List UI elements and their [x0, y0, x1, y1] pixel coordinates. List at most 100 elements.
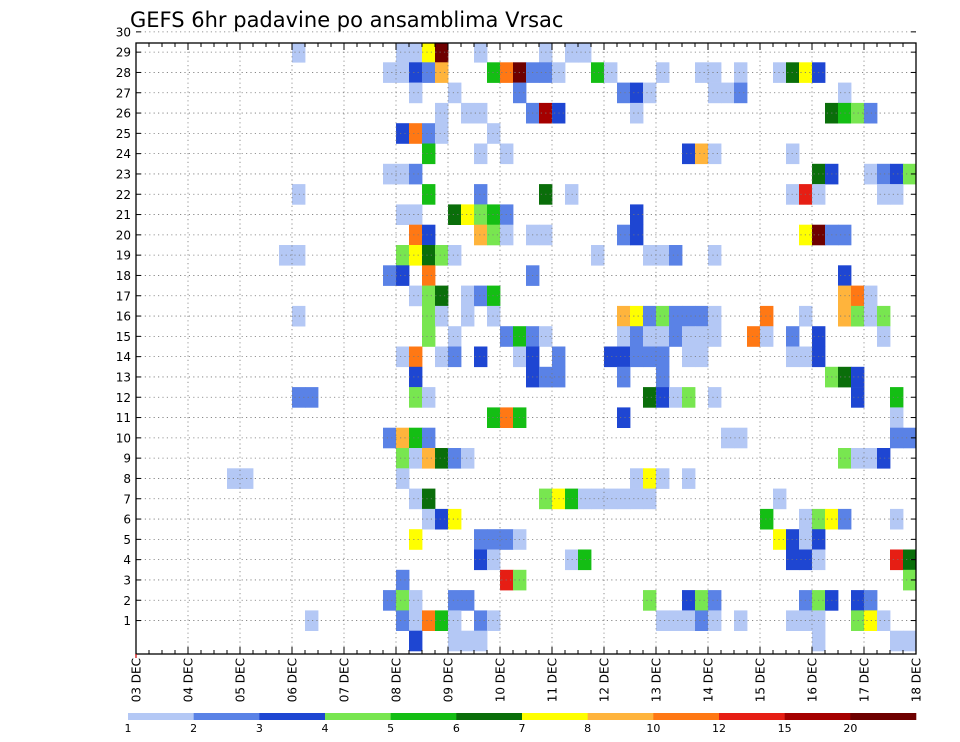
cell-m6-t23 — [422, 508, 436, 530]
cell-m16-t45 — [708, 305, 722, 327]
cell-m18-t23 — [422, 265, 436, 286]
cell-m1-t43 — [682, 610, 696, 631]
cell-m9-t26 — [461, 448, 475, 469]
cell-m10-t20 — [383, 427, 397, 449]
cell-m29-t13 — [292, 43, 306, 63]
cell-m24-t43 — [682, 143, 696, 165]
cell-m15-t42 — [669, 326, 683, 347]
cell-m17-t22 — [409, 285, 423, 307]
cell-m23-t22 — [409, 163, 423, 185]
cell-m22-t23 — [422, 184, 436, 205]
cell-m7-t35 — [578, 488, 592, 510]
cell-m10-t46 — [721, 427, 735, 449]
cell-m25-t22 — [409, 123, 423, 144]
cell-m11-t59 — [890, 407, 904, 428]
cell-m15-t38 — [617, 326, 631, 347]
cell-m1-t24 — [435, 610, 449, 631]
legend-level-label: 20 — [843, 722, 857, 735]
x-date-label: 17 DEC — [858, 658, 872, 702]
cell-m14-t40 — [643, 346, 657, 368]
y-tick-label: 15 — [116, 330, 131, 344]
cell-m14-t37 — [604, 346, 618, 368]
cell-m2-t20 — [383, 590, 397, 611]
x-date-label: 15 DEC — [754, 658, 768, 702]
cell-m6-t24 — [435, 508, 449, 530]
cell-m19-t24 — [435, 245, 449, 266]
cell-m21-t28 — [487, 204, 501, 225]
cell-m14-t22 — [409, 346, 423, 368]
legend-swatch — [325, 713, 391, 720]
cell-m15-t25 — [448, 326, 462, 347]
cell-m5-t27 — [474, 529, 488, 550]
cell-m20-t22 — [409, 224, 423, 246]
cell-m29-t22 — [409, 43, 423, 63]
cell-m15-t58 — [877, 326, 891, 347]
cell-m0-t27 — [474, 630, 488, 652]
x-date-label: 18 DEC — [910, 658, 924, 702]
cell-m11-t28 — [487, 407, 501, 428]
legend-level-label: 1 — [125, 722, 132, 735]
y-tick-label: 16 — [116, 310, 131, 324]
cell-m3-t21 — [396, 569, 410, 591]
cell-m4-t28 — [487, 549, 501, 571]
cell-m19-t45 — [708, 245, 722, 266]
cell-m2-t45 — [708, 590, 722, 611]
cell-m27-t47 — [734, 82, 748, 104]
legend-level-label: 3 — [256, 722, 263, 735]
y-tick-label: 4 — [123, 553, 131, 567]
legend-level-label: 4 — [322, 722, 329, 735]
cell-m1-t21 — [396, 610, 410, 631]
cell-m29-t23 — [422, 43, 436, 63]
cell-m27-t45 — [708, 82, 722, 104]
legend-level-label: 6 — [453, 722, 460, 735]
cell-m4-t27 — [474, 549, 488, 571]
cell-m28-t45 — [708, 62, 722, 83]
cell-m7-t23 — [422, 488, 436, 510]
cell-m29-t35 — [578, 43, 592, 63]
cell-m5-t22 — [409, 529, 423, 550]
cell-m8-t43 — [682, 468, 696, 489]
cell-m14-t25 — [448, 346, 462, 368]
legend-level-label: 8 — [584, 722, 591, 735]
cell-m17-t57 — [864, 285, 878, 307]
cell-m21-t39 — [630, 204, 644, 225]
cell-m26-t57 — [864, 102, 878, 124]
cell-m17-t27 — [474, 285, 488, 307]
cell-m15-t49 — [760, 326, 774, 347]
cell-m24-t27 — [474, 143, 488, 165]
cell-m23-t60 — [903, 163, 917, 185]
cell-m14-t38 — [617, 346, 631, 368]
cell-m23-t57 — [864, 163, 878, 185]
y-tick-label: 21 — [116, 208, 131, 222]
legend-swatch — [587, 713, 654, 720]
cell-m21-t21 — [396, 204, 410, 225]
y-axis-member-labels: 1234567891011121314151617181920212223242… — [116, 25, 916, 628]
y-tick-label: 18 — [116, 269, 131, 283]
cell-m4-t35 — [578, 549, 592, 571]
cell-m28-t21 — [396, 62, 410, 83]
cell-m19-t40 — [643, 245, 657, 266]
cell-m28-t44 — [695, 62, 709, 83]
cell-m24-t23 — [422, 143, 436, 165]
cell-m22-t59 — [890, 184, 904, 205]
x-date-label: 13 DEC — [650, 658, 664, 702]
cell-m11-t38 — [617, 407, 631, 428]
cell-m2-t21 — [396, 590, 410, 611]
cell-m12-t40 — [643, 387, 657, 408]
cell-m9-t58 — [877, 448, 891, 469]
cell-m19-t13 — [292, 245, 306, 266]
legend-level-label: 10 — [646, 722, 660, 735]
x-date-label: 11 DEC — [546, 658, 560, 702]
cell-m2-t40 — [643, 590, 657, 611]
cell-m2-t57 — [864, 590, 878, 611]
cell-m14-t41 — [656, 346, 670, 368]
cell-m20-t39 — [630, 224, 644, 246]
y-tick-label: 2 — [123, 594, 131, 608]
cell-m19-t41 — [656, 245, 670, 266]
cell-m4-t59 — [890, 549, 904, 571]
legend-swatch — [128, 713, 194, 720]
cell-m27-t46 — [721, 82, 735, 104]
cell-m19-t23 — [422, 245, 436, 266]
cell-m0-t26 — [461, 630, 475, 652]
cell-m20-t27 — [474, 224, 488, 246]
